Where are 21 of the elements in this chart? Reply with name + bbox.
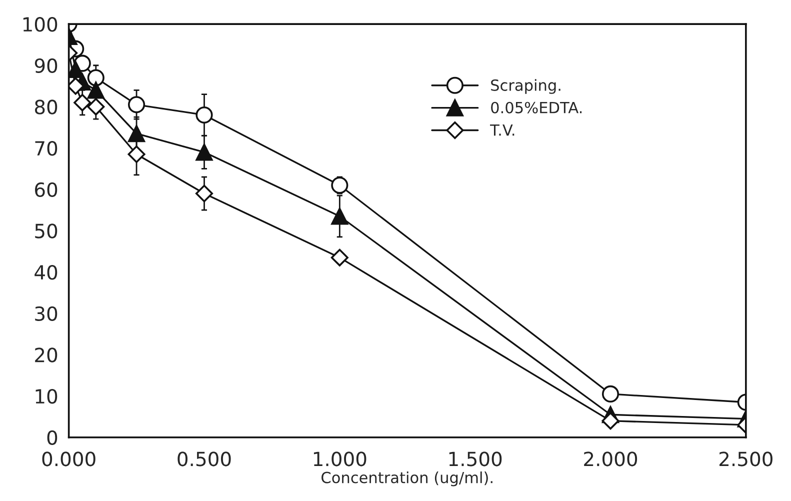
x-tick-label: 1.000 <box>314 452 366 466</box>
x-tick-label: 1.500 <box>449 452 502 466</box>
y-tick-label: 20 <box>35 348 58 362</box>
y-tick-label: 40 <box>34 265 58 280</box>
x-axis-title: Concentration (ug/ml). <box>322 471 492 486</box>
y-tick-label: 0 <box>47 430 58 446</box>
x-tick-label: 2.000 <box>584 452 638 466</box>
y-tick-label: 70 <box>35 141 58 156</box>
y-tick-label: 60 <box>35 182 58 198</box>
x-tick-label: 0.000 <box>42 452 96 466</box>
y-tick-label: 10 <box>36 388 58 404</box>
x-tick-label: 0.500 <box>178 452 231 466</box>
legend-label: 0.05%EDTA. <box>491 102 582 114</box>
y-tick-label: 90 <box>34 58 58 74</box>
x-tick-label: 2.500 <box>720 452 772 466</box>
legend-label: T.V. <box>490 124 514 136</box>
legend-label: Scraping. <box>491 79 560 94</box>
y-tick-label: 100 <box>23 17 58 32</box>
y-tick-label: 80 <box>34 100 58 114</box>
y-tick-label: 30 <box>35 306 58 322</box>
y-tick-label: 50 <box>35 224 58 238</box>
